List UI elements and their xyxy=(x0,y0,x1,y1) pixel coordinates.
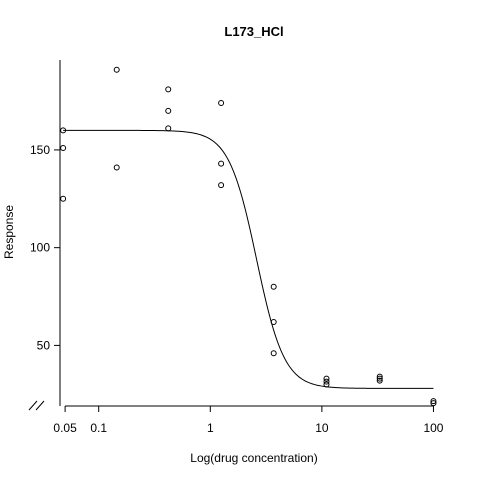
x-tick-label: 1 xyxy=(207,421,214,435)
data-point xyxy=(430,400,437,407)
data-point xyxy=(165,86,172,93)
data-point xyxy=(60,195,67,202)
x-tick-label: 10 xyxy=(315,421,329,435)
y-ticks: 50 100 150 xyxy=(30,143,60,352)
data-point xyxy=(376,377,383,384)
y-tick-label: 50 xyxy=(37,338,51,352)
data-point xyxy=(218,100,225,107)
data-point xyxy=(270,350,277,357)
data-point xyxy=(376,373,383,380)
data-point xyxy=(218,182,225,189)
data-point xyxy=(323,375,330,382)
fit-curve xyxy=(63,129,434,389)
x-tick-label: 100 xyxy=(423,421,443,435)
x-tick-label: 0.1 xyxy=(90,421,107,435)
data-point xyxy=(376,375,383,382)
data-point xyxy=(323,381,330,388)
data-point xyxy=(60,127,67,134)
data-point xyxy=(270,318,277,325)
y-axis-label: Response xyxy=(2,205,16,259)
data-point xyxy=(323,378,330,385)
y-tick-label: 150 xyxy=(30,143,50,157)
data-point xyxy=(113,164,120,171)
axis-break-marker xyxy=(28,400,45,411)
chart-title: L173_HCl xyxy=(224,24,283,39)
data-point xyxy=(165,107,172,114)
data-point xyxy=(270,283,277,290)
data-point xyxy=(218,160,225,167)
axes xyxy=(28,60,434,411)
x-ticks: 0.05 0.1 1 10 100 xyxy=(53,406,444,435)
data-point xyxy=(60,144,67,151)
data-point xyxy=(165,125,172,132)
x-axis-label: Log(drug concentration) xyxy=(190,451,317,465)
data-point xyxy=(430,398,437,405)
data-point xyxy=(113,66,120,73)
y-tick-label: 100 xyxy=(30,241,50,255)
data-points xyxy=(60,66,437,407)
x-tick-label: 0.05 xyxy=(53,421,77,435)
